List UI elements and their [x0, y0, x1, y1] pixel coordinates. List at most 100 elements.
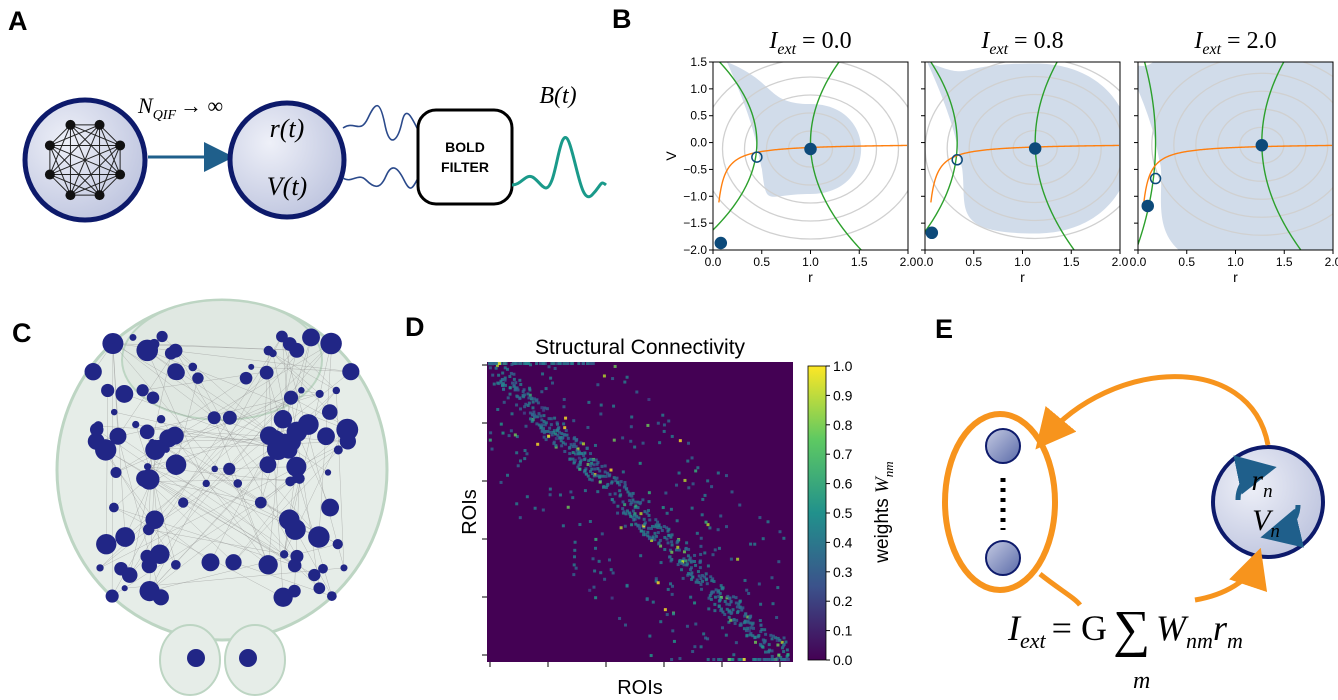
r-var: r — [1251, 464, 1263, 497]
heat-cell — [508, 375, 512, 379]
streamline — [1173, 72, 1333, 218]
heat-cell — [700, 579, 704, 583]
connection — [166, 441, 348, 450]
heat-cell — [509, 371, 513, 375]
panel-label: E — [935, 314, 953, 344]
heat-cell — [549, 423, 553, 427]
heat-cell — [596, 490, 600, 494]
heat-cell — [514, 362, 518, 365]
heat-cell — [491, 373, 495, 377]
heat-cell — [775, 616, 779, 620]
heat-cell — [684, 547, 688, 551]
region-node — [332, 539, 343, 550]
region-node — [264, 367, 273, 376]
connection — [272, 353, 320, 395]
heat-cell — [501, 383, 505, 387]
heat-cell — [712, 590, 716, 594]
heat-cell — [638, 526, 642, 530]
heat-cell — [742, 621, 746, 625]
colorbar-tick-label: 0.9 — [833, 387, 853, 403]
heat-cell — [506, 396, 510, 400]
heat-cell — [703, 551, 707, 555]
connection — [206, 483, 320, 589]
heat-cell — [682, 557, 686, 561]
heat-cell — [590, 461, 594, 465]
heat-cell — [629, 502, 633, 506]
heat-cell — [541, 362, 545, 365]
v-nullcline — [1261, 62, 1302, 250]
heat-cell — [572, 442, 576, 446]
heat-cell — [621, 507, 625, 511]
heatmap — [487, 362, 793, 662]
heat-cell — [697, 580, 701, 584]
connection — [96, 397, 292, 442]
heat-cell — [550, 362, 554, 365]
heat-cell — [695, 531, 699, 535]
heat-cell — [583, 489, 587, 493]
fixed-point — [804, 142, 817, 156]
heat-cell — [717, 595, 721, 599]
heat-cell — [642, 530, 646, 534]
heat-cell — [682, 563, 686, 567]
x-label: ROIs — [617, 677, 663, 699]
heat-cell — [699, 552, 703, 556]
heat-cell — [589, 457, 593, 461]
heat-cell — [554, 444, 558, 448]
y-tick-label: −0.5 — [683, 162, 707, 176]
region-node — [211, 465, 219, 473]
region-node — [171, 559, 181, 570]
x-tick-label: 1.0 — [1014, 255, 1031, 269]
heat-cell — [565, 433, 569, 437]
heat-cell — [746, 615, 750, 619]
heat-cell — [503, 366, 507, 370]
heat-cell — [572, 573, 576, 577]
heat-cell — [738, 606, 742, 610]
heat-cell — [749, 542, 753, 546]
heat-cell — [666, 529, 670, 533]
heat-cell — [588, 362, 592, 365]
heat-cell — [653, 525, 657, 529]
region-node — [201, 553, 220, 572]
heat-cell — [577, 456, 581, 460]
heat-cell — [763, 628, 767, 632]
heat-cell — [621, 500, 625, 504]
heat-cell — [693, 553, 697, 557]
heat-cell — [591, 557, 595, 561]
region-node — [165, 454, 187, 475]
heat-cell — [719, 584, 723, 588]
title-var: I — [768, 28, 778, 54]
heat-cell — [515, 386, 519, 390]
heat-cell — [685, 624, 689, 628]
heat-cell — [709, 597, 713, 601]
graph-node — [115, 169, 126, 180]
heat-cell — [629, 439, 633, 443]
region-node — [139, 469, 160, 490]
region-node — [87, 432, 105, 450]
heat-cell — [554, 437, 558, 441]
heat-cell — [622, 510, 626, 514]
heat-cell — [664, 491, 668, 495]
heat-cell — [758, 642, 762, 646]
heat-cell — [781, 657, 785, 661]
heat-cell — [660, 529, 664, 533]
heat-cell — [553, 416, 557, 420]
region-node — [259, 456, 277, 474]
edge — [49, 124, 100, 146]
connection — [295, 529, 333, 597]
x-tick-label: 0.0 — [1130, 255, 1147, 269]
fixed-point — [714, 236, 728, 250]
heat-cell — [748, 621, 752, 625]
heat-cell — [784, 640, 788, 644]
heat-cell — [720, 586, 724, 590]
heat-cell — [689, 566, 693, 570]
y-tick-label: 0.0 — [690, 136, 707, 150]
heat-cell — [678, 439, 682, 443]
heat-cell — [597, 559, 601, 563]
region-node — [259, 426, 279, 445]
heat-cell — [708, 526, 712, 530]
connection — [233, 449, 339, 563]
heat-cell — [508, 386, 512, 390]
heat-cell — [563, 450, 567, 454]
graph-node — [94, 190, 105, 201]
